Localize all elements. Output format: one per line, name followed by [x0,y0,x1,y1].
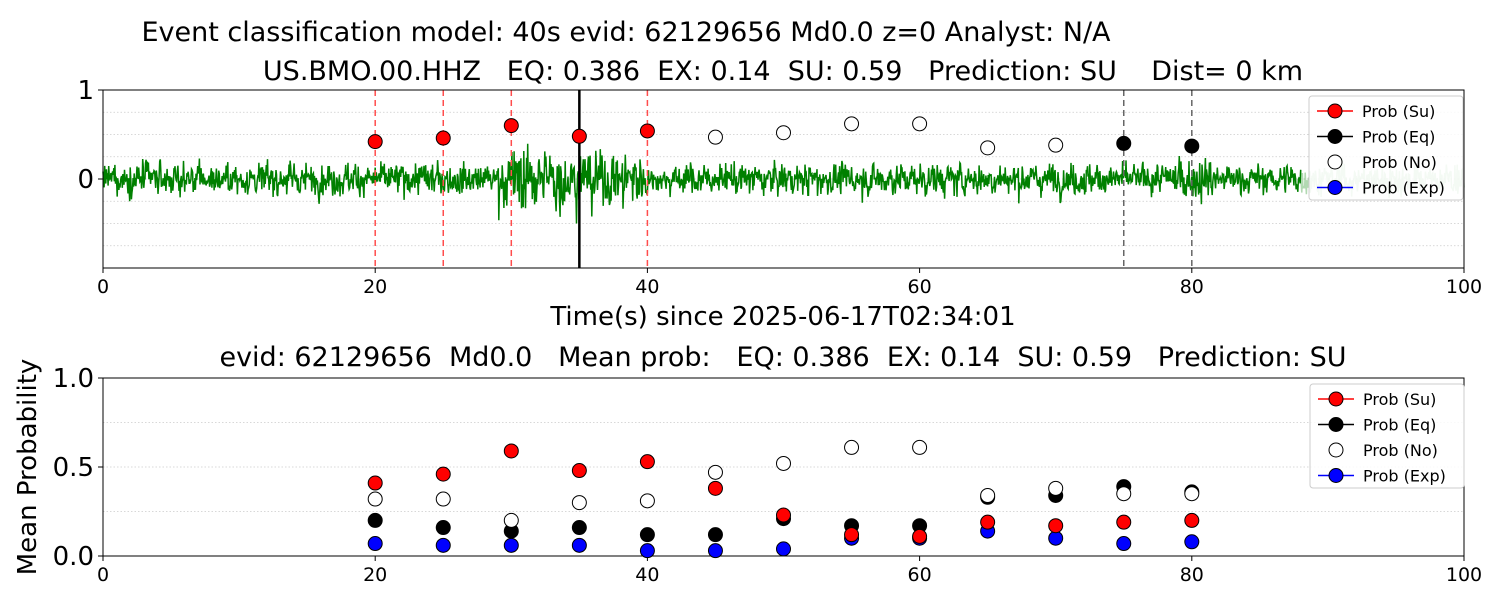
mean-prob-point-exp [1184,534,1200,550]
x-tick-label: 80 [1180,564,1204,586]
legend-label: Prob (Exp) [1363,467,1446,486]
y-tick-label: 1 [77,76,94,106]
probability-marker-eq [1184,138,1200,154]
mean-prob-point-su [1184,512,1200,528]
x-tick-label: 0 [97,564,109,586]
probability-marker-no [980,140,996,156]
waveform-panel: 0 20 40 60 80 100 0 1 Prob (Su) Prob (Eq) Prob (No… [77,76,1482,332]
y-tick-label: 0.0 [53,542,94,572]
mean-prob-point-su [503,443,519,459]
mean-prob-point-exp [367,536,383,552]
legend-label: Prob (Eq) [1363,416,1436,435]
mean-prob-point-eq [367,512,383,528]
mean-prob-point-eq [571,520,587,536]
x-tick-label: 60 [908,276,932,298]
legend-marker [1328,442,1344,458]
mean-prob-point-su [639,454,655,470]
y-tick-label: 0.5 [53,453,94,483]
x-tick-label: 80 [1180,276,1204,298]
mean-prob-point-eq [707,527,723,543]
legend-label: Prob (Exp) [1362,179,1445,198]
waveform-trace [102,143,1302,224]
mean-prob-point-no [1048,480,1064,496]
legend-marker [1327,180,1343,195]
mean-prob-point-eq [639,527,655,543]
bottom-panel-title: evid: 62129656 Md0.0 Mean prob: EQ: 0.38… [219,342,1347,373]
legend-label: Prob (No) [1363,441,1438,460]
probability-marker-su [367,134,383,150]
mean-prob-point-su [776,507,791,523]
legend-marker [1327,154,1343,170]
legend-marker [1328,468,1344,483]
probability-marker-eq [1116,135,1132,151]
x-tick-label: 20 [363,276,387,298]
top-panel-title: US.BMO.00.HHZ EQ: 0.386 EX: 0.14 SU: 0.5… [262,56,1304,87]
x-axis-label: Time(s) since 2025-06-17T02:34:01 [549,302,1015,332]
mean-prob-point-no [639,493,655,509]
probability-marker-su [503,118,519,134]
mean-prob-point-no [1184,486,1200,502]
legend-label: Prob (No) [1362,153,1437,172]
legend-label: Prob (Eq) [1362,128,1435,147]
legend-marker [1328,417,1344,432]
y-axis-label: Mean Probability [13,359,43,576]
mean-prob-point-su [1048,518,1064,534]
mean-prob-point-no [435,491,451,507]
mean-prob-point-no [980,487,996,503]
mean-prob-point-su [1116,514,1132,530]
mean-prob-point-exp [1048,530,1064,546]
mean-prob-point-no [367,491,383,507]
x-tick-label: 100 [1446,276,1482,298]
probability-marker-no [912,116,928,132]
legend-marker [1328,391,1344,407]
mean-prob-point-no [571,495,587,511]
x-tick-label: 0 [97,276,109,298]
x-tick-label: 40 [635,276,659,298]
x-tick-label: 100 [1446,564,1482,586]
probability-marker-no [844,116,860,132]
mean-prob-point-su [980,514,996,530]
mean-prob-point-eq [435,520,451,536]
mean-prob-point-su [912,528,928,544]
mean-prob-point-no [776,455,791,471]
mean-prob-point-no [503,512,519,528]
x-tick-label: 40 [635,564,659,586]
mean-prob-point-exp [1116,536,1132,552]
probability-marker-su [639,123,655,139]
probability-marker-su [571,128,587,144]
mean-prob-point-exp [639,543,655,559]
legend-marker [1327,103,1343,119]
probability-marker-no [707,129,723,145]
mean-prob-point-exp [707,543,723,559]
legend-marker [1327,129,1343,144]
mean-probability-panel: 0 20 40 60 80 100 0.0 0.5 1.0 Prob (Su) Prob (Eq) P… [13,359,1482,586]
mean-prob-point-su [435,466,451,482]
mean-prob-point-no [844,439,860,455]
legend-label: Prob (Su) [1363,390,1436,409]
mean-prob-point-su [707,480,723,496]
x-tick-label: 20 [363,564,387,586]
figure-suptitle: Event classification model: 40s evid: 62… [141,17,1111,48]
mean-prob-point-no [707,464,723,480]
y-tick-label: 0 [77,165,94,195]
probability-marker-no [776,125,791,141]
mean-prob-point-exp [435,537,451,553]
mean-prob-point-no [912,439,928,455]
x-tick-label: 60 [908,564,932,586]
mean-prob-point-no [1116,486,1132,502]
legend-box [1308,95,1464,201]
mean-prob-point-exp [503,537,519,553]
mean-prob-point-exp [571,537,587,553]
mean-prob-point-su [844,527,860,543]
mean-prob-point-su [571,463,587,479]
mean-prob-point-su [367,475,383,491]
legend-label: Prob (Su) [1362,102,1435,121]
legend-box [1309,383,1465,489]
mean-prob-point-exp [776,541,791,557]
axes-frame [102,89,1465,269]
y-tick-label: 1.0 [53,364,94,394]
probability-marker-no [1048,137,1064,153]
probability-marker-su [435,130,451,146]
